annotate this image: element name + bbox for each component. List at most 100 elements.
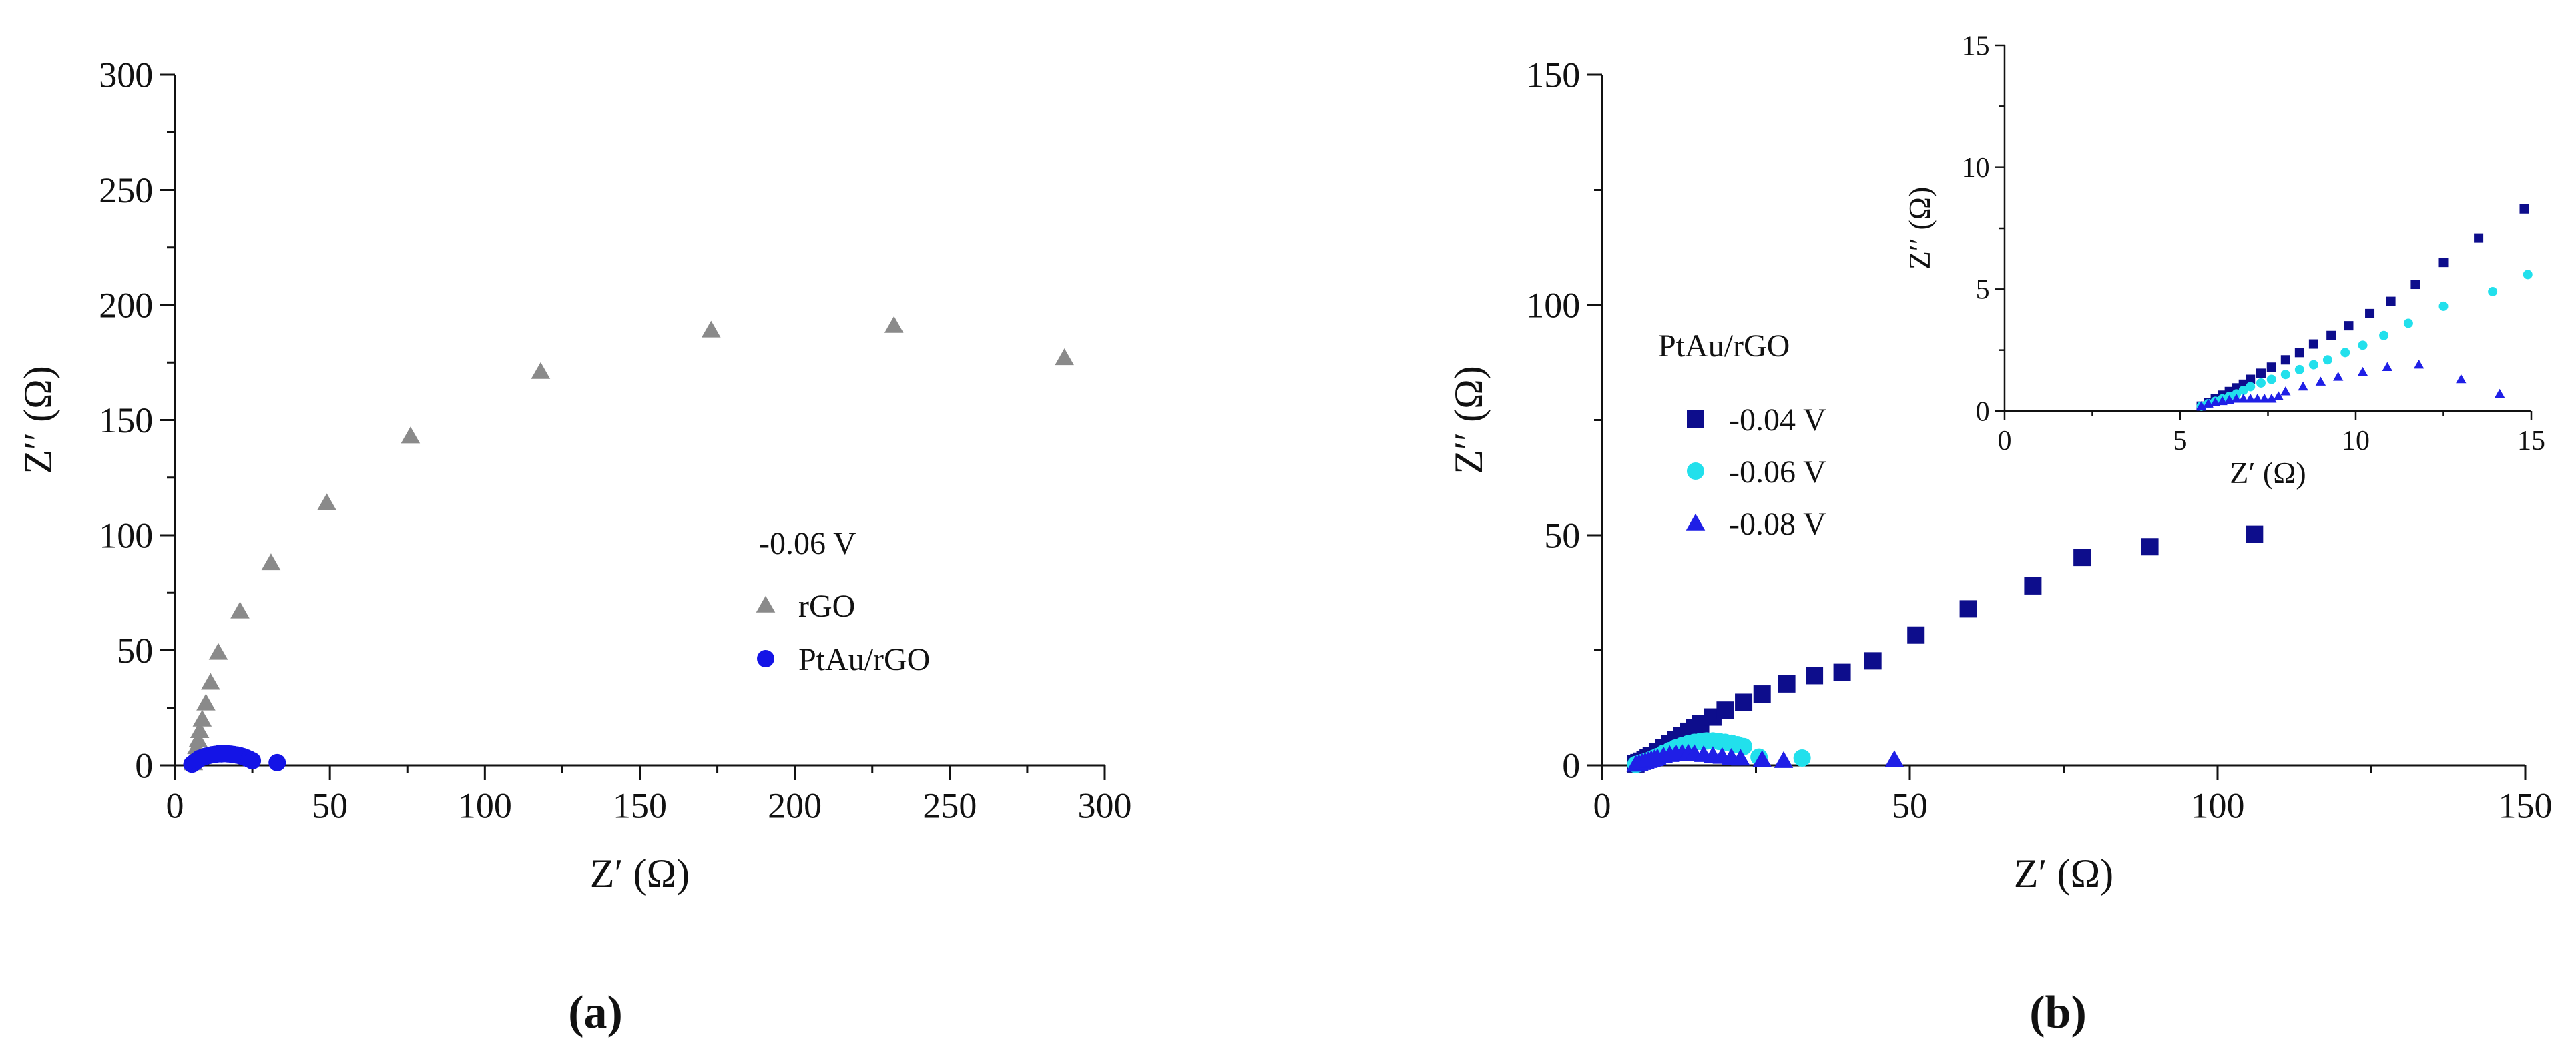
data-point: [1806, 667, 1824, 685]
data-point: [2266, 394, 2277, 403]
legend-marker: [756, 595, 776, 613]
x-tick-label: 0: [1998, 426, 2012, 456]
data-point: [2273, 391, 2284, 400]
y-tick-label: 50: [1544, 515, 1580, 555]
data-point: [190, 721, 210, 738]
data-point: [2413, 359, 2424, 369]
data-point: [2308, 360, 2318, 370]
series--0-08-v: [2196, 359, 2505, 410]
data-point: [2294, 348, 2304, 358]
data-point: [2231, 394, 2242, 403]
data-point: [2238, 385, 2248, 395]
data-point: [1778, 675, 1796, 693]
data-point: [401, 426, 421, 444]
x-tick-label: 150: [613, 786, 667, 826]
legend-marker: [757, 650, 774, 667]
data-point: [2256, 368, 2266, 378]
data-point: [2246, 382, 2256, 392]
data-point: [2259, 394, 2270, 403]
data-point: [1735, 737, 1753, 755]
legend-marker: [1687, 462, 1704, 480]
data-point: [2523, 270, 2533, 280]
data-point: [192, 709, 212, 727]
y-axis-label: Z′′ (Ω): [1902, 187, 1937, 270]
legend: PtAu/rGO -0.04 V -0.06 V -0.08 V: [1658, 328, 1826, 542]
data-point: [2488, 286, 2498, 296]
data-point: [188, 730, 208, 747]
data-point: [2494, 388, 2505, 398]
x-tick-label: 100: [458, 786, 512, 826]
series-ptau-rgo: [183, 745, 286, 773]
data-point: [2298, 381, 2308, 391]
data-point: [1055, 348, 1074, 366]
data-point: [2519, 204, 2529, 214]
data-point: [1907, 626, 1925, 644]
data-point: [1959, 600, 1977, 618]
data-point: [2280, 355, 2290, 365]
panel-label: (b): [2029, 987, 2087, 1038]
x-tick-label: 200: [768, 786, 822, 826]
panel-a: 0 50 100 150 200 250 300 0 50 100 150 200 250 300 Z′ (…: [16, 55, 1132, 1038]
data-point: [2294, 364, 2304, 374]
series--0-08-v: [1626, 743, 1904, 772]
data-point: [2322, 355, 2332, 365]
x-tick-label: 300: [1078, 786, 1132, 826]
x-tick-label: 50: [312, 786, 348, 826]
x-tick-label: 100: [2191, 786, 2245, 826]
data-point: [1731, 749, 1750, 766]
data-point: [1753, 685, 1771, 703]
legend: -0.06 V rGO PtAu/rGO: [756, 526, 930, 677]
x-tick-label: 5: [2173, 426, 2187, 456]
data-point: [196, 693, 216, 711]
y-tick-label: 300: [99, 55, 153, 95]
x-axis-label: Z′ (Ω): [2014, 851, 2113, 896]
data-point: [2456, 374, 2467, 384]
x-tick-label: 10: [2342, 426, 2370, 456]
data-point: [1774, 751, 1794, 768]
data-point: [2246, 374, 2256, 384]
data-point: [2365, 308, 2375, 318]
data-point: [2438, 301, 2449, 311]
data-point: [2073, 549, 2091, 567]
x-tick-label: 50: [1892, 786, 1928, 826]
x-tick-label: 15: [2517, 426, 2545, 456]
x-tick-label: 0: [1593, 786, 1611, 826]
data-point: [317, 493, 336, 510]
data-point: [1884, 750, 1904, 767]
legend-title: -0.06 V: [759, 526, 856, 561]
data-point: [2246, 525, 2264, 543]
data-point: [2256, 378, 2266, 388]
data-point: [1716, 701, 1734, 719]
data-point: [2410, 280, 2420, 290]
y-tick-label: 100: [1526, 285, 1580, 325]
data-point: [1735, 693, 1753, 711]
legend-label: PtAu/rGO: [798, 642, 930, 677]
y-tick-label: 0: [1562, 745, 1580, 785]
y-axis-label: Z′′ (Ω): [1447, 366, 1491, 474]
data-point: [201, 673, 220, 690]
data-point: [2340, 348, 2350, 358]
data-point: [2196, 400, 2207, 410]
x-axis-label: Z′ (Ω): [590, 851, 690, 896]
data-point: [1833, 663, 1851, 681]
legend-marker: [1687, 410, 1704, 428]
data-point: [2326, 330, 2336, 340]
x-axis-label: Z′ (Ω): [2230, 456, 2306, 490]
data-point: [2245, 394, 2256, 403]
data-point: [268, 753, 286, 771]
y-axis-label: Z′′ (Ω): [16, 366, 60, 474]
x-tick-label: 150: [2499, 786, 2553, 826]
legend-label: -0.06 V: [1729, 454, 1826, 490]
legend-label: -0.04 V: [1729, 402, 1826, 438]
legend-label: -0.08 V: [1729, 506, 1826, 542]
data-point: [2474, 233, 2484, 243]
data-point: [2308, 339, 2318, 349]
data-point: [2266, 362, 2276, 372]
data-point: [2315, 376, 2326, 386]
data-point: [701, 320, 721, 338]
series-rgo: [184, 316, 1074, 771]
legend-title: PtAu/rGO: [1658, 328, 1790, 364]
data-point: [1793, 749, 1811, 767]
